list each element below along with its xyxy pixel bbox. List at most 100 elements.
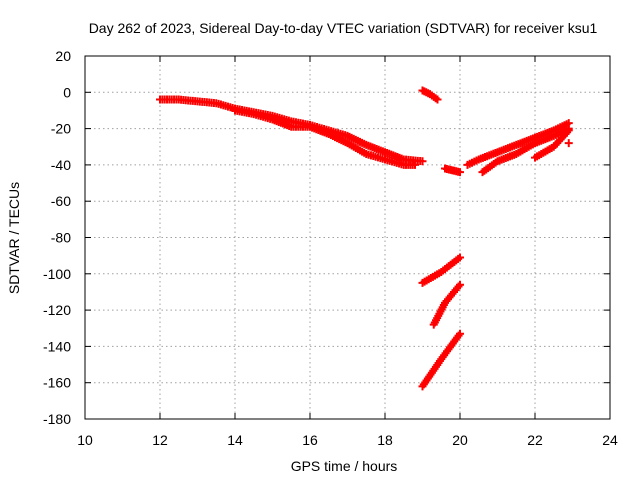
- data-point-plunge-3: [426, 370, 435, 379]
- data-point-plunge-1: [420, 277, 429, 286]
- data-point-plunge-2: [447, 291, 455, 300]
- data-point-plunge-1: [424, 275, 433, 284]
- data-point-plunge-1: [431, 271, 439, 280]
- data-point-plunge-3: [431, 362, 440, 371]
- data-point-plunge-3: [454, 331, 463, 340]
- data-point-main-arc-a: [353, 136, 362, 145]
- data-point-plunge-2: [430, 318, 439, 327]
- data-point-rising-right-c: [533, 152, 542, 161]
- data-point-rising-right-b: [549, 131, 558, 140]
- data-point-rising-right-a: [470, 157, 479, 166]
- data-point-plunge-2: [451, 286, 460, 295]
- data-point-plunge-3: [434, 358, 443, 367]
- data-point-rising-right-b: [489, 159, 498, 168]
- data-point-main-arc-b: [331, 133, 339, 142]
- y-tick-label: -60: [51, 193, 71, 209]
- data-point-main-arc-b: [328, 132, 337, 141]
- data-point-plunge-3: [427, 368, 436, 377]
- data-point-rising-right-b: [520, 145, 529, 154]
- data-point-plunge-1: [446, 260, 455, 269]
- data-point-rising-right-b: [514, 148, 523, 157]
- data-point-plunge-3: [443, 347, 452, 356]
- data-point-main-arc-a: [345, 132, 354, 141]
- x-tick-label: 10: [77, 432, 93, 448]
- data-point-plunge-1: [422, 276, 431, 285]
- data-point-plunge-3: [419, 380, 428, 389]
- data-point-plunge-1: [418, 278, 427, 287]
- data-point-plunge-3: [440, 351, 449, 360]
- data-point-plunge-3: [456, 329, 464, 338]
- data-point-plunge-3: [421, 378, 430, 387]
- data-point-rising-right-a: [560, 121, 569, 130]
- data-point-plunge-1: [456, 253, 464, 262]
- data-point-plunge-1: [426, 274, 435, 283]
- data-point-plunge-1: [433, 270, 442, 279]
- y-tick-label: -100: [43, 266, 71, 282]
- data-point-main-arc-b: [326, 131, 335, 140]
- data-point-rising-right-b: [522, 143, 531, 152]
- data-point-main-arc-b: [411, 160, 419, 169]
- y-tick-label: -140: [43, 338, 71, 354]
- data-point-main-arc-b: [335, 135, 344, 144]
- data-point-plunge-2: [433, 314, 442, 323]
- data-point-plunge-1: [442, 263, 451, 272]
- data-point-rising-right-a: [549, 126, 558, 135]
- data-point-plunge-3: [444, 345, 453, 354]
- data-point-rising-right-b: [556, 128, 565, 137]
- data-point-plunge-2: [445, 293, 454, 302]
- data-point-end-point: [564, 139, 573, 148]
- data-point-main-arc-b: [347, 141, 356, 150]
- data-point-rising-right-a: [472, 156, 481, 165]
- data-point-plunge-3: [423, 374, 432, 383]
- data-point-plunge-2: [441, 298, 449, 307]
- data-point-rising-right-c: [563, 128, 572, 137]
- data-point-plunge-1: [452, 256, 461, 265]
- data-point-main-arc-b: [341, 138, 350, 147]
- y-tick-label: -40: [51, 157, 71, 173]
- x-axis-label: GPS time / hours: [291, 458, 398, 474]
- data-point-plunge-3: [450, 337, 459, 346]
- data-point-rising-right-b: [524, 142, 533, 151]
- data-point-rising-right-b: [491, 158, 500, 167]
- data-point-rising-right-a: [556, 123, 565, 132]
- data-point-rising-right-b: [528, 140, 537, 149]
- data-point-main-arc-a: [343, 131, 352, 140]
- data-point-plunge-2: [448, 289, 457, 298]
- data-point-rising-right-c: [556, 135, 565, 144]
- tick-layer: 10 12 14 16 18 20 22 24 20 0 -20 -40 -60 -80 -100 -120 -…: [43, 48, 618, 448]
- data-point-plunge-2: [435, 309, 444, 318]
- data-point-rising-right-c: [537, 150, 546, 159]
- data-point-plunge-3: [425, 372, 434, 381]
- data-point-plunge-2: [429, 320, 438, 329]
- data-point-rising-right-a: [554, 124, 563, 133]
- data-point-main-arc-a: [349, 134, 358, 143]
- y-tick-label: -180: [43, 411, 71, 427]
- data-point-plunge-2: [437, 305, 446, 314]
- data-point-plunge-2: [453, 284, 461, 293]
- data-point-main-arc-b: [343, 139, 352, 148]
- x-tick-label: 24: [602, 432, 618, 448]
- data-point-rising-right-c: [531, 153, 539, 162]
- data-point-plunge-2: [436, 307, 445, 316]
- data-point-short-falling: [429, 92, 438, 101]
- y-tick-label: -120: [43, 302, 71, 318]
- y-tick-label: 0: [63, 84, 71, 100]
- data-point-rising-right-c: [539, 148, 548, 157]
- data-point-plunge-3: [422, 376, 431, 385]
- data-point-rising-right-c: [553, 139, 562, 148]
- data-point-plunge-1: [437, 267, 446, 276]
- data-point-plunge-3: [451, 335, 460, 344]
- data-point-main-arc-b: [349, 142, 358, 151]
- x-tick-label: 18: [377, 432, 393, 448]
- data-point-main-arc-b: [360, 148, 369, 157]
- data-point-main-arc-a: [347, 133, 356, 142]
- data-point-plunge-1: [450, 257, 459, 266]
- data-point-plunge-1: [428, 272, 437, 281]
- y-axis-label: SDTVAR / TECUs: [6, 182, 22, 294]
- data-point-plunge-2: [442, 297, 451, 306]
- data-point-main-arc-b: [351, 143, 360, 152]
- data-point-rising-right-b: [518, 146, 527, 155]
- data-point-plunge-1: [435, 269, 444, 278]
- data-point-rising-right-b: [554, 129, 563, 138]
- data-point-rising-right-b: [482, 165, 491, 174]
